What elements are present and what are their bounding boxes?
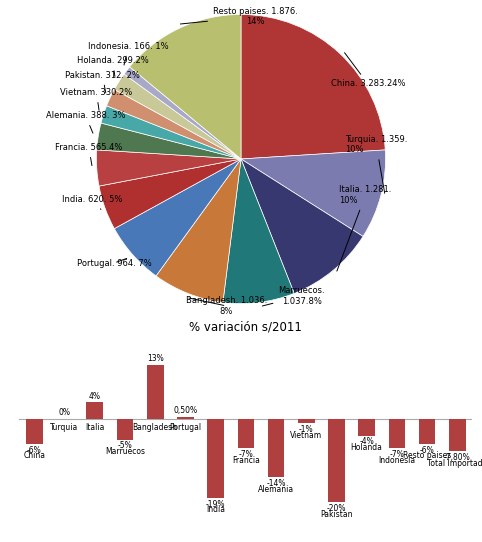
Text: Marruecos: Marruecos [105,447,145,456]
Wedge shape [124,67,241,159]
Text: Portugal: Portugal [169,423,201,432]
Text: 13%: 13% [147,354,163,364]
Title: % variación s/2011: % variación s/2011 [189,320,302,333]
Text: India: India [206,506,225,514]
Text: -6%: -6% [27,446,42,455]
Text: Francia: Francia [232,456,260,464]
Bar [147,365,163,419]
Bar [268,419,284,477]
Text: Pakistan: Pakistan [320,509,353,519]
Text: 4%: 4% [89,392,101,401]
Text: Turquia: Turquia [51,423,79,432]
Bar [26,419,43,444]
Text: Italia. 1.281.
10%: Italia. 1.281. 10% [337,185,392,271]
Wedge shape [114,159,241,276]
Text: -20%: -20% [327,504,346,513]
Text: -19%: -19% [206,500,226,508]
Text: 0,50%: 0,50% [174,406,198,415]
Bar [86,403,103,419]
Text: Total Importado: Total Importado [427,459,482,468]
Bar [238,419,254,448]
Text: Alemania: Alemania [258,485,294,494]
Text: Pakistan. 312. 2%: Pakistan. 312. 2% [65,70,140,93]
Text: India. 620. 5%: India. 620. 5% [62,195,122,209]
Text: -14%: -14% [266,479,286,488]
Text: -4%: -4% [359,437,374,446]
Bar [207,419,224,498]
Wedge shape [97,123,241,159]
Wedge shape [101,106,241,159]
Text: Bangladesh. 1.036.
8%: Bangladesh. 1.036. 8% [186,296,267,315]
Bar [328,419,345,502]
Bar [177,417,194,419]
Bar [449,419,466,451]
Bar [298,419,315,423]
Wedge shape [99,159,241,229]
Wedge shape [114,74,241,159]
Text: Indonesia. 166. 1%: Indonesia. 166. 1% [88,42,169,65]
Text: Holanda. 299.2%: Holanda. 299.2% [77,56,148,76]
Text: Vietnam. 330.2%: Vietnam. 330.2% [60,88,133,110]
Text: -7,80%: -7,80% [444,453,470,462]
Wedge shape [241,150,386,236]
Text: 0%: 0% [59,409,70,417]
Wedge shape [156,159,241,302]
Wedge shape [96,150,241,186]
Text: Francia. 565.4%: Francia. 565.4% [55,143,122,166]
Text: -5%: -5% [118,442,133,450]
Wedge shape [223,159,294,304]
Text: Indonesia: Indonesia [378,456,415,464]
Text: Italia: Italia [85,423,105,432]
Text: Bangladesh: Bangladesh [133,423,178,432]
Wedge shape [241,15,385,159]
Text: Turquia. 1.359.
10%: Turquia. 1.359. 10% [345,135,407,193]
Text: -6%: -6% [420,446,434,455]
Wedge shape [107,89,241,159]
Text: Alemania. 388. 3%: Alemania. 388. 3% [46,111,125,133]
Text: Holanda: Holanda [351,443,383,452]
Bar [358,419,375,436]
Wedge shape [241,159,363,293]
Text: -7%: -7% [389,450,404,459]
Wedge shape [130,15,241,159]
Text: Resto paises. 1.876.
14%: Resto paises. 1.876. 14% [180,7,298,26]
Text: Marruecos.
1.037.8%: Marruecos. 1.037.8% [262,286,325,306]
Text: -7%: -7% [239,450,253,459]
Text: -1%: -1% [299,425,314,434]
Bar [419,419,435,444]
Text: China: China [24,451,45,461]
Bar [117,419,134,440]
Text: China. 3.283.24%: China. 3.283.24% [331,53,405,88]
Bar [388,419,405,448]
Text: Vietnam: Vietnam [290,431,322,440]
Text: Portugal. 964. 7%: Portugal. 964. 7% [77,259,151,268]
Text: Resto paises: Resto paises [403,451,451,461]
